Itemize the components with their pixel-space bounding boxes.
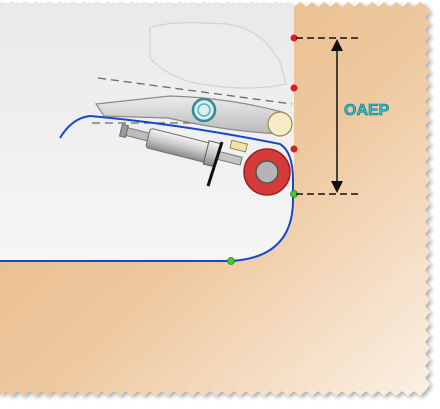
reference-lines	[92, 77, 293, 124]
sensor-ring-icon	[191, 97, 217, 123]
point-red-top	[290, 34, 298, 42]
dimension-annotation	[296, 37, 362, 195]
hinge-pivot-icon	[267, 111, 293, 137]
arrowhead-down-icon	[331, 181, 343, 193]
dimension-label: OAEP	[344, 102, 390, 119]
point-green-bottom	[227, 257, 235, 265]
point-red-lower	[290, 145, 298, 153]
cylinder-bracket	[229, 139, 249, 153]
gripper-assembly	[94, 95, 293, 137]
roller-icon	[243, 148, 291, 196]
cylinder-rod-cap	[118, 123, 129, 139]
hem-contour-line	[0, 114, 294, 262]
contact-points	[227, 34, 298, 265]
point-red-mid	[290, 84, 298, 92]
roller-inner	[255, 160, 279, 184]
reference-line-upper	[97, 77, 293, 105]
guide-bar	[206, 141, 224, 187]
arrowhead-up-icon	[331, 39, 343, 51]
ghost-gripper-outline	[149, 22, 287, 89]
sensor-ring-inner	[197, 103, 211, 117]
pneumatic-cylinder-icon	[118, 123, 249, 168]
